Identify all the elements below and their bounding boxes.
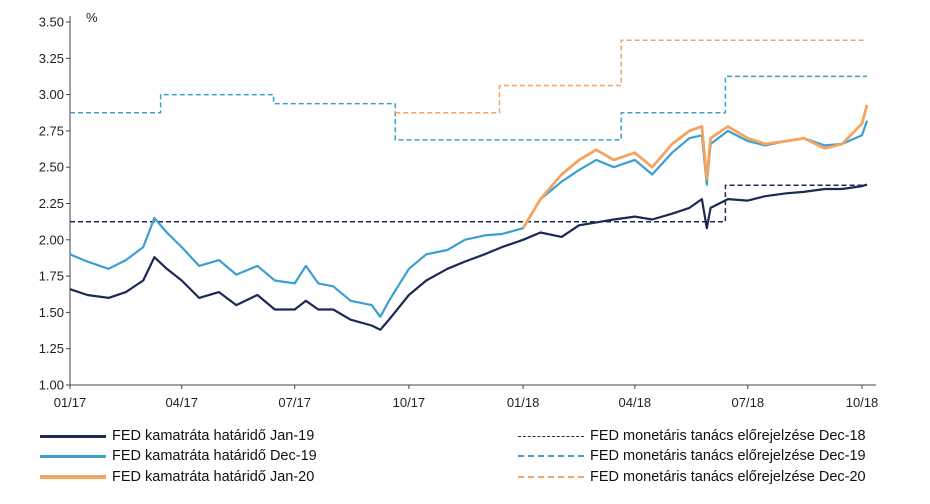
y-tick-label: 1.00 — [39, 378, 64, 393]
y-tick-label: 2.75 — [39, 123, 64, 138]
x-tick-label: 01/17 — [54, 395, 87, 410]
x-tick-label: 01/18 — [507, 395, 540, 410]
x-tick-label: 10/18 — [846, 395, 879, 410]
x-tick-label: 07/17 — [278, 395, 311, 410]
x-tick-label: 07/18 — [732, 395, 765, 410]
series-line-4 — [70, 75, 867, 141]
plot-area: 1.00 1.25 1.50 1.75 2.00 2.25 2.50 2.75 3.00 3.25… — [39, 15, 879, 411]
series-line-1 — [69, 120, 869, 318]
y-tick-label: 1.50 — [39, 305, 64, 320]
y-tick-label: 1.75 — [39, 269, 64, 284]
y-tick-label: 2.00 — [39, 232, 64, 247]
x-tick-label: 04/17 — [165, 395, 198, 410]
y-tick-label: 1.25 — [39, 341, 64, 356]
y-unit-label: % — [86, 10, 98, 25]
y-tick-label: 3.25 — [39, 51, 64, 66]
y-tick-label: 2.25 — [39, 196, 64, 211]
y-tick-label: 3.50 — [39, 15, 64, 30]
series-line-5 — [395, 39, 867, 114]
x-tick-label: 04/18 — [619, 395, 652, 410]
y-tick-label: 2.50 — [39, 160, 64, 175]
series-line-3 — [70, 184, 867, 223]
series-line-0 — [69, 183, 868, 331]
x-tick-label: 10/17 — [393, 395, 426, 410]
series-line-2 — [521, 104, 869, 229]
y-tick-label: 3.00 — [39, 87, 64, 102]
